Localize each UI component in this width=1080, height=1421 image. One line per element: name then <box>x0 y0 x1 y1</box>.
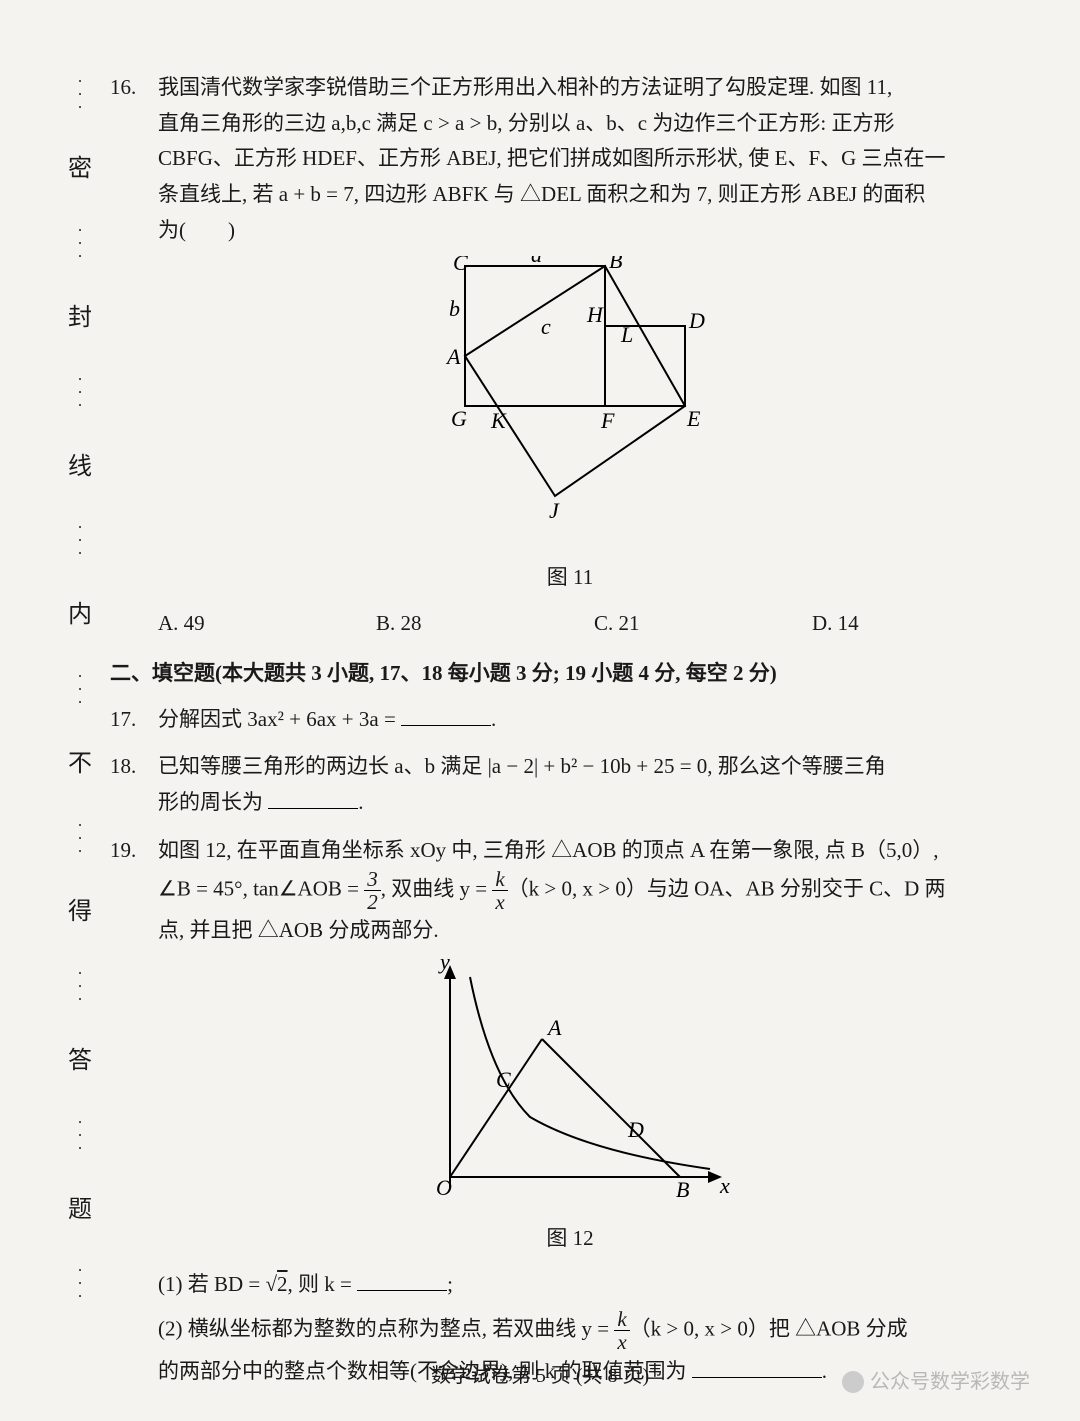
watermark: 公众号数学彩数学 <box>842 1365 1030 1399</box>
q17-text: 分解因式 3ax² + 6ax + 3a = <box>158 707 401 731</box>
figure-12-svg: y x O A B C D <box>400 957 740 1217</box>
q19-line2a: ∠B = 45°, tan∠AOB = <box>158 877 364 901</box>
q19-sub1-a: (1) 若 BD = <box>158 1272 266 1296</box>
q16-line2: 直角三角形的三边 a,b,c 满足 c > a > b, 分别以 a、b、c 为… <box>158 111 894 135</box>
seal-char: 密 <box>68 149 92 190</box>
option-b: B. 28 <box>376 606 594 642</box>
figure-12-caption: 图 12 <box>110 1221 1030 1257</box>
question-17: 17.分解因式 3ax² + 6ax + 3a = . <box>110 702 1030 738</box>
svg-text:O: O <box>436 1175 452 1200</box>
option-c: C. 21 <box>594 606 812 642</box>
svg-text:C: C <box>496 1067 511 1092</box>
option-d: D. 14 <box>812 606 1030 642</box>
option-a: A. 49 <box>158 606 376 642</box>
svg-text:a: a <box>531 256 542 267</box>
q18-line2: 形的周长为 <box>158 790 268 814</box>
q16-line3: CBFG、正方形 HDEF、正方形 ABEJ, 把它们拼成如图所示形状, 使 E… <box>158 146 946 170</box>
q16-number: 16. <box>110 70 158 106</box>
q16-options: A. 49 B. 28 C. 21 D. 14 <box>110 606 1030 642</box>
section-2-title: 二、填空题(本大题共 3 小题, 17、18 每小题 3 分; 19 小题 4 … <box>110 656 1030 692</box>
q16-line1: 我国清代数学家李锐借助三个正方形用出入相补的方法证明了勾股定理. 如图 11, <box>158 75 892 99</box>
q17-number: 17. <box>110 702 158 738</box>
svg-text:D: D <box>688 308 705 333</box>
q19-sub2-a: (2) 横纵坐标都为整数的点称为整点, 若双曲线 y = <box>158 1317 614 1341</box>
figure-11: C B D A G K F E J H L a b c 图 11 <box>110 256 1030 596</box>
svg-text:A: A <box>546 1015 562 1040</box>
wechat-icon <box>842 1371 864 1393</box>
svg-text:E: E <box>686 406 701 431</box>
svg-text:F: F <box>600 408 615 433</box>
question-19: 19.如图 12, 在平面直角坐标系 xOy 中, 三角形 △AOB 的顶点 A… <box>110 833 1030 1390</box>
svg-text:x: x <box>719 1173 730 1198</box>
watermark-text: 公众号数学彩数学 <box>870 1365 1030 1399</box>
svg-text:J: J <box>549 498 560 523</box>
sqrt-2: √2 <box>266 1272 288 1296</box>
svg-text:b: b <box>449 296 460 321</box>
q19-line2b: , 双曲线 y = <box>381 877 493 901</box>
svg-text:D: D <box>627 1117 644 1142</box>
question-18: 18.已知等腰三角形的两边长 a、b 满足 |a − 2| + b² − 10b… <box>110 749 1030 820</box>
svg-text:L: L <box>620 322 633 347</box>
svg-text:A: A <box>445 344 461 369</box>
svg-text:B: B <box>676 1177 689 1202</box>
seal-char: 线 <box>68 447 92 488</box>
q16-line4: 条直线上, 若 a + b = 7, 四边形 ABFK 与 △DEL 面积之和为… <box>158 182 925 206</box>
seal-char: 封 <box>68 298 92 339</box>
seal-char: 得 <box>68 892 92 933</box>
svg-text:C: C <box>453 256 468 275</box>
dots: ••• <box>79 227 82 261</box>
q19-line1: 如图 12, 在平面直角坐标系 xOy 中, 三角形 △AOB 的顶点 A 在第… <box>158 838 939 862</box>
dots: ••• <box>79 524 82 558</box>
q18-number: 18. <box>110 749 158 785</box>
svg-text:B: B <box>609 256 622 273</box>
svg-text:G: G <box>451 406 467 431</box>
page-content: 16.我国清代数学家李锐借助三个正方形用出入相补的方法证明了勾股定理. 如图 1… <box>110 70 1030 1401</box>
seal-char: 题 <box>68 1190 92 1231</box>
q18-tail: . <box>358 790 363 814</box>
question-16: 16.我国清代数学家李锐借助三个正方形用出入相补的方法证明了勾股定理. 如图 1… <box>110 70 1030 642</box>
dots: ••• <box>79 822 82 856</box>
svg-text:H: H <box>586 302 604 327</box>
q19-sub1-c: ; <box>447 1272 453 1296</box>
frac-3-2: 32 <box>364 868 381 913</box>
dots: ••• <box>79 673 82 707</box>
q19-sub1: (1) 若 BD = √2, 则 k = ; <box>110 1267 1030 1303</box>
q19-sub2-b: （k > 0, x > 0）把 △AOB 分成 <box>630 1317 908 1341</box>
q19-line3: 点, 并且把 △AOB 分成两部分. <box>158 918 439 942</box>
figure-11-caption: 图 11 <box>110 560 1030 596</box>
seal-char: 不 <box>68 744 92 785</box>
seal-char: 内 <box>68 595 92 636</box>
q19-number: 19. <box>110 833 158 869</box>
dots: ••• <box>79 78 82 112</box>
frac-k-x: kx <box>492 868 507 913</box>
q17-blank <box>401 705 491 726</box>
q17-tail: . <box>491 707 496 731</box>
dots: ••• <box>79 376 82 410</box>
dots: ••• <box>79 970 82 1004</box>
q18-line1: 已知等腰三角形的两边长 a、b 满足 |a − 2| + b² − 10b + … <box>158 754 886 778</box>
q16-line5: 为( ) <box>158 218 235 242</box>
svg-text:y: y <box>438 957 450 974</box>
seal-char: 答 <box>68 1041 92 1082</box>
frac-k-x-2: kx <box>614 1308 629 1353</box>
figure-12: y x O A B C D 图 12 <box>110 957 1030 1257</box>
q19-sub1-b: , 则 k = <box>288 1272 358 1296</box>
svg-text:K: K <box>490 408 507 433</box>
dots: ••• <box>79 1267 82 1301</box>
svg-text:c: c <box>541 314 551 339</box>
q19-line2c: （k > 0, x > 0）与边 OA、AB 分别交于 C、D 两 <box>508 877 946 901</box>
dots: ••• <box>79 1119 82 1153</box>
q19-sub1-blank <box>357 1270 447 1291</box>
q18-blank <box>268 788 358 809</box>
seal-line-sidebar: ••• 密 ••• 封 ••• 线 ••• 内 ••• 不 ••• 得 ••• … <box>65 60 95 1320</box>
figure-11-svg: C B D A G K F E J H L a b c <box>405 256 735 556</box>
